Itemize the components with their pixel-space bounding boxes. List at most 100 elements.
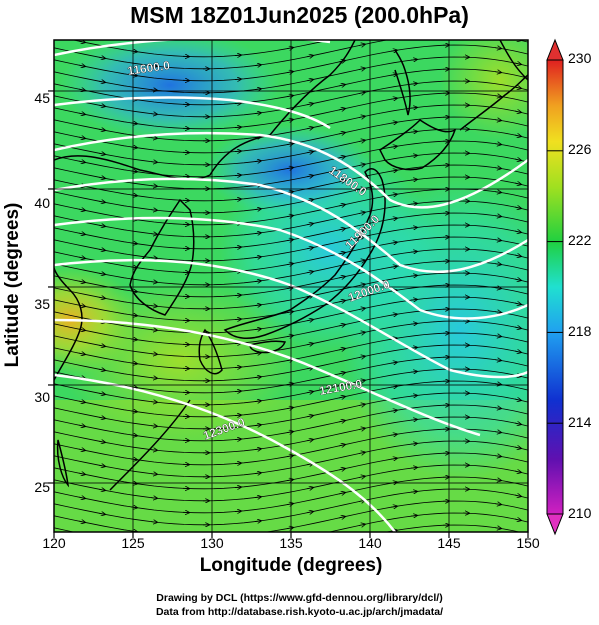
colorbar-tick-label: 222 bbox=[568, 232, 592, 248]
streamline-arrow bbox=[286, 456, 293, 457]
streamline-arrow bbox=[78, 137, 85, 138]
streamline-arrow bbox=[234, 367, 241, 368]
streamline-arrow bbox=[390, 506, 397, 507]
streamline-arrow bbox=[130, 123, 137, 124]
colorbar-tick-label: 226 bbox=[568, 141, 592, 157]
streamline-arrow bbox=[234, 175, 241, 176]
streamline-arrow bbox=[494, 192, 501, 193]
streamline-arrow bbox=[254, 449, 261, 450]
streamline-arrow bbox=[494, 120, 501, 121]
streamline-arrow bbox=[358, 164, 365, 165]
streamline-arrow bbox=[286, 480, 293, 481]
streamline-arrow bbox=[98, 441, 105, 442]
streamline-arrow bbox=[286, 240, 293, 241]
streamline-arrow bbox=[78, 89, 85, 90]
map-panel bbox=[54, 24, 528, 553]
colorbar-max-arrow bbox=[546, 38, 564, 61]
streamline-arrow bbox=[338, 325, 345, 326]
height-contours bbox=[54, 40, 528, 532]
streamline-arrow bbox=[286, 288, 293, 289]
streamline-arrow bbox=[390, 410, 397, 411]
streamline-arrow bbox=[78, 521, 85, 522]
streamline-arrow bbox=[514, 351, 521, 352]
streamline-arrow bbox=[130, 459, 137, 460]
streamline-arrow bbox=[98, 465, 105, 466]
streamline-arrow bbox=[514, 327, 521, 328]
streamline-arrow bbox=[130, 51, 137, 52]
streamline-arrow bbox=[358, 92, 365, 93]
streamline-arrow bbox=[98, 177, 105, 178]
streamline-arrow bbox=[130, 339, 137, 340]
streamline-arrow bbox=[358, 356, 365, 357]
x-tick-label: 150 bbox=[516, 535, 540, 551]
streamline-arrow bbox=[390, 434, 397, 435]
streamline-arrow bbox=[514, 303, 521, 304]
streamline bbox=[54, 56, 528, 94]
y-tick-label: 30 bbox=[34, 389, 50, 405]
streamline-arrow bbox=[514, 135, 521, 136]
colorbar-gradient bbox=[546, 59, 564, 515]
streamline-arrow bbox=[286, 504, 293, 505]
streamline-arrow bbox=[306, 176, 313, 177]
streamline-arrow bbox=[98, 105, 105, 106]
streamline-arrow bbox=[494, 264, 501, 265]
streamline-arrow bbox=[98, 81, 105, 82]
streamline-arrow bbox=[514, 471, 521, 472]
streamline-arrow bbox=[514, 423, 521, 424]
x-tick-label: 130 bbox=[200, 535, 224, 551]
streamline-arrow bbox=[306, 272, 313, 273]
streamline-arrow bbox=[358, 212, 365, 213]
streamline-arrow bbox=[150, 426, 157, 427]
streamline-arrow bbox=[254, 281, 261, 282]
streamline bbox=[54, 416, 528, 454]
x-axis-label: Longitude (degrees) bbox=[199, 555, 383, 576]
streamline-arrow bbox=[495, 24, 501, 25]
streamline-arrow bbox=[286, 384, 293, 385]
streamline-arrow bbox=[130, 171, 137, 172]
streamline-arrow bbox=[514, 111, 521, 112]
coast-kyushu bbox=[198, 328, 223, 375]
streamline-arrow bbox=[130, 195, 137, 196]
streamline bbox=[54, 368, 528, 406]
streamline-arrow bbox=[410, 59, 417, 60]
streamline-arrow bbox=[306, 224, 313, 225]
streamline-arrow bbox=[494, 384, 501, 385]
field-northeast-lime bbox=[440, 40, 528, 140]
streamline-arrow bbox=[306, 128, 313, 129]
streamline-arrow bbox=[358, 140, 365, 141]
streamline-arrow bbox=[130, 507, 137, 508]
streamline-arrow bbox=[234, 319, 241, 320]
streamline-arrow bbox=[338, 445, 345, 446]
streamline-arrow bbox=[254, 257, 261, 258]
colorbar bbox=[546, 38, 564, 536]
streamline bbox=[54, 152, 528, 190]
streamline-arrow bbox=[78, 161, 85, 162]
streamline-arrow bbox=[494, 72, 501, 73]
contour-line-8 bbox=[54, 373, 396, 532]
streamline-arrow bbox=[130, 411, 137, 412]
streamline-arrow bbox=[150, 306, 157, 307]
streamline-arrow bbox=[338, 109, 345, 110]
streamline-arrow bbox=[338, 349, 345, 350]
streamline bbox=[54, 296, 528, 334]
streamline-arrow bbox=[234, 151, 241, 152]
streamline-arrow bbox=[150, 450, 157, 451]
streamline-arrow bbox=[306, 512, 313, 513]
coast-shikoku bbox=[249, 340, 287, 354]
streamline-arrow bbox=[410, 203, 417, 204]
streamline bbox=[54, 344, 528, 382]
streamline-arrow bbox=[234, 199, 241, 200]
colorbar-tick-label: 230 bbox=[568, 50, 592, 66]
streamline-arrow bbox=[150, 522, 157, 523]
coast-ryukyu bbox=[109, 399, 191, 491]
streamline bbox=[54, 320, 528, 358]
streamline-arrow bbox=[390, 218, 397, 219]
streamline-arrow bbox=[410, 227, 417, 228]
streamline-arrow bbox=[78, 473, 85, 474]
streamline-arrow bbox=[287, 552, 293, 553]
streamline-arrow bbox=[254, 89, 261, 90]
streamline-arrow bbox=[338, 421, 345, 422]
streamline-arrow bbox=[286, 72, 293, 73]
coast-taiwan bbox=[56, 439, 70, 488]
streamline-arrow bbox=[150, 234, 157, 235]
